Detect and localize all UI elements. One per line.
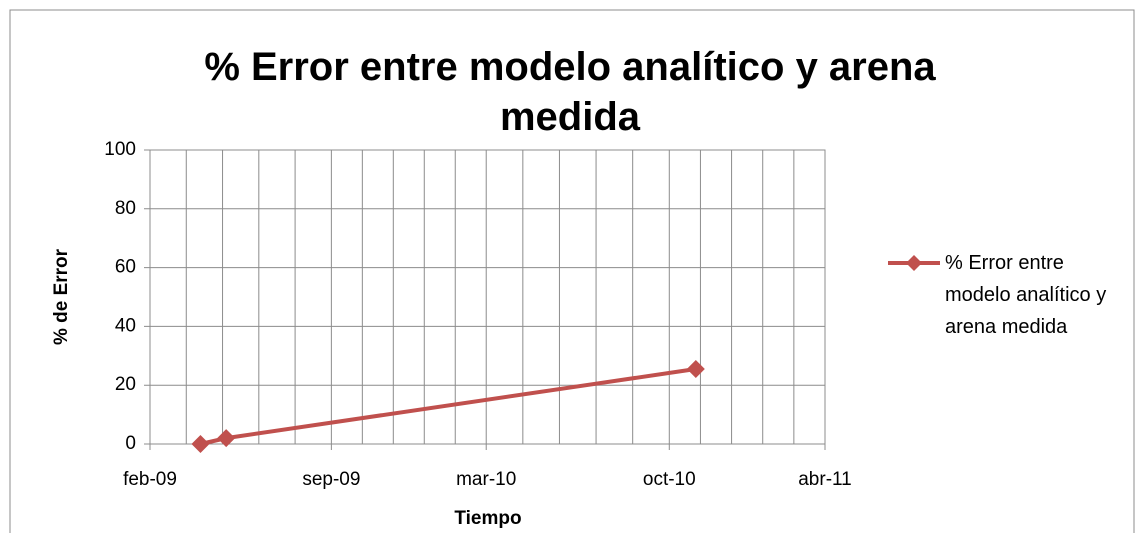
y-tick-label: 100 xyxy=(104,139,136,160)
x-tick-label: abr-11 xyxy=(798,469,852,490)
x-tick-label: oct-10 xyxy=(643,469,696,490)
title-box: % Error entre modelo analítico y arena m… xyxy=(204,45,936,139)
plot-area xyxy=(149,149,826,445)
legend-label: % Error entre modelo analítico y arena m… xyxy=(945,252,1107,338)
y-tick-label: 0 xyxy=(125,433,136,454)
y-axis-label: % de Error xyxy=(51,248,72,345)
legend-box: % Error entre modelo analítico y arena m… xyxy=(945,252,1107,338)
chart-title: % Error entre modelo analítico y arena m… xyxy=(204,45,936,139)
data-point xyxy=(191,435,210,453)
y-tick-label: 40 xyxy=(115,315,136,336)
data-point xyxy=(217,429,236,448)
x-tick-label: sep-09 xyxy=(302,469,360,490)
y-tick-label: 20 xyxy=(115,374,136,395)
y-tick-label: 60 xyxy=(115,257,136,278)
data-point xyxy=(686,360,705,379)
legend-marker xyxy=(906,255,922,271)
x-tick-label: mar-10 xyxy=(456,469,516,490)
x-axis-label: Tiempo xyxy=(454,508,521,529)
y-tick-label: 80 xyxy=(115,198,136,219)
x-tick-label: feb-09 xyxy=(123,469,177,490)
